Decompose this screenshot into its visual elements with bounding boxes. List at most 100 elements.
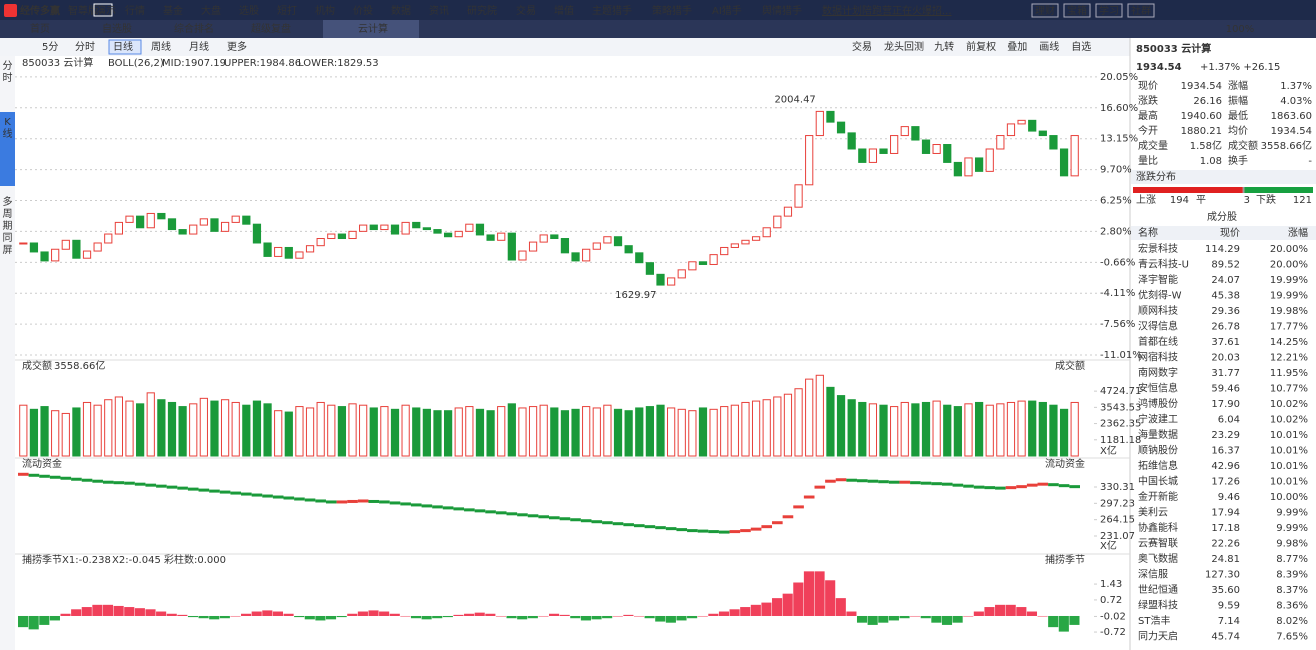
tab[interactable]: 综合排名 (174, 22, 214, 35)
stock-name[interactable]: 中国长城 (1138, 475, 1178, 488)
promo[interactable]: 数据计划陪跑营正在火爆招... (822, 4, 952, 17)
stock-name[interactable]: 鸿博股份 (1138, 397, 1178, 410)
y-tick-label: 2.80% (1100, 226, 1132, 237)
stock-name[interactable]: 宏景科技 (1138, 242, 1178, 255)
volume-bar (794, 388, 803, 457)
tool[interactable]: 社群 (1131, 4, 1151, 17)
osc-bar (156, 611, 167, 616)
toolbar-item[interactable]: 更多 (227, 40, 247, 53)
osc-bar (485, 613, 496, 616)
tab[interactable]: 首页 (30, 22, 50, 35)
menu-item[interactable]: AI猎手 (712, 4, 742, 17)
stock-name[interactable]: 云赛智联 (1138, 537, 1178, 550)
tool[interactable]: 学习 (1099, 4, 1119, 17)
stock-name[interactable]: 金开新能 (1138, 490, 1178, 503)
stock-name[interactable]: 优刻得-W (1138, 289, 1182, 302)
menu-item[interactable]: 行情 (125, 4, 145, 17)
osc-bar (379, 611, 390, 616)
toolbar-item[interactable]: 龙头回测 (884, 40, 924, 53)
menu-item[interactable]: 机构 (315, 4, 335, 17)
osc-bar (984, 607, 995, 616)
tool[interactable]: 理财 (1035, 4, 1055, 17)
volume-bar (645, 406, 655, 457)
stock-name[interactable]: 世纪恒通 (1138, 583, 1178, 596)
tab[interactable]: 自选股 (102, 22, 132, 35)
menu-item[interactable]: 数据 (391, 4, 411, 17)
osc-bar (570, 615, 581, 619)
stock-name[interactable]: 顺钠股份 (1138, 444, 1178, 457)
volume-bar (730, 404, 739, 457)
toolbar-item[interactable]: 5分 (42, 41, 58, 53)
toolbar-item[interactable]: 前复权 (966, 40, 996, 53)
volume-bar (613, 408, 623, 457)
menu-item[interactable]: 资讯 (429, 5, 449, 17)
menu-item[interactable]: 基金 (163, 4, 183, 17)
toolbar-item[interactable]: 月线 (189, 40, 209, 53)
stock-name[interactable]: 宁波建工 (1138, 413, 1178, 426)
osc-bar (995, 604, 1006, 616)
volume-bar (921, 401, 931, 457)
stock-name[interactable]: 南网数字 (1138, 366, 1178, 379)
stock-name[interactable]: 泽宇智能 (1138, 273, 1178, 286)
menu-item[interactable]: 选股 (239, 4, 259, 17)
menu-item[interactable]: 增值 (554, 4, 574, 17)
osc-bar (495, 615, 507, 617)
stock-value: 17.77% (1270, 322, 1308, 333)
menu-item[interactable]: 短打 (277, 4, 297, 17)
candle (295, 251, 304, 259)
candle (210, 218, 219, 232)
stock-name[interactable]: 绿盟科技 (1138, 599, 1178, 612)
stock-name[interactable]: 青云科技-U (1138, 258, 1189, 271)
candle (847, 132, 856, 150)
stock-value: 24.81 (1211, 554, 1240, 565)
tab[interactable]: 超级复盘 (251, 22, 291, 35)
stock-name[interactable]: 美利云 (1138, 506, 1168, 519)
stock-name[interactable]: 奥飞数据 (1138, 552, 1178, 565)
candle (539, 234, 548, 243)
stock-name[interactable]: 协鑫能科 (1138, 521, 1178, 534)
toolbar-item[interactable]: 分时 (75, 41, 95, 53)
quote-value: 3558.66亿 (1261, 139, 1312, 152)
osc-bar (527, 615, 538, 619)
candle (136, 215, 145, 229)
toolbar-item[interactable]: 交易 (852, 40, 872, 53)
stock-name[interactable]: 同力天启 (1138, 630, 1178, 643)
osc-bar (1058, 615, 1069, 632)
stock-name[interactable]: 安恒信息 (1138, 382, 1178, 395)
stock-name[interactable]: 首都在线 (1138, 335, 1178, 348)
menu-item[interactable]: 主题猎手 (592, 4, 632, 17)
toolbar-item[interactable]: 自选 (1071, 40, 1091, 53)
volume-bar (125, 400, 134, 457)
menu-item[interactable]: 舆情猎手 (762, 4, 802, 17)
menu-item[interactable]: 策略猎手 (652, 4, 692, 17)
candle (104, 233, 113, 244)
stock-name[interactable]: 拓维信息 (1138, 459, 1178, 472)
menu-item[interactable]: 研究院 (467, 4, 497, 17)
tab[interactable]: 云计算 (358, 22, 388, 35)
stock-name[interactable]: ST浩丰 (1138, 614, 1170, 627)
side-strip (0, 56, 15, 650)
menu-item[interactable]: 大盘 (201, 4, 221, 17)
toolbar-item[interactable]: 画线 (1039, 40, 1059, 53)
volume-bar (316, 401, 325, 457)
quote-value: 1940.60 (1181, 111, 1222, 122)
osc-bar (655, 615, 666, 622)
volume-bar (412, 407, 421, 457)
stock-name[interactable]: 汉得信息 (1138, 320, 1178, 333)
tool[interactable]: 宝箱 (1067, 4, 1087, 17)
candle (401, 221, 410, 235)
stock-name[interactable]: 海量数据 (1138, 428, 1178, 441)
toolbar-item[interactable]: 九转 (934, 40, 954, 53)
stock-value: 16.37 (1211, 446, 1240, 457)
menu-item[interactable]: 交易 (516, 4, 536, 17)
toolbar-item[interactable]: 周线 (151, 40, 171, 53)
toolbar-item[interactable]: 叠加 (1007, 41, 1027, 53)
quote-label: 换手 (1228, 154, 1248, 167)
osc-bar (740, 607, 751, 616)
stocks-header: 涨幅 (1288, 226, 1308, 239)
stock-name[interactable]: 顺网科技 (1138, 304, 1178, 317)
menu-item[interactable]: 价投 (353, 4, 373, 17)
stock-name[interactable]: 深信服 (1138, 569, 1168, 581)
toolbar-item[interactable]: 日线 (113, 40, 133, 53)
stock-name[interactable]: 网宿科技 (1138, 351, 1178, 364)
